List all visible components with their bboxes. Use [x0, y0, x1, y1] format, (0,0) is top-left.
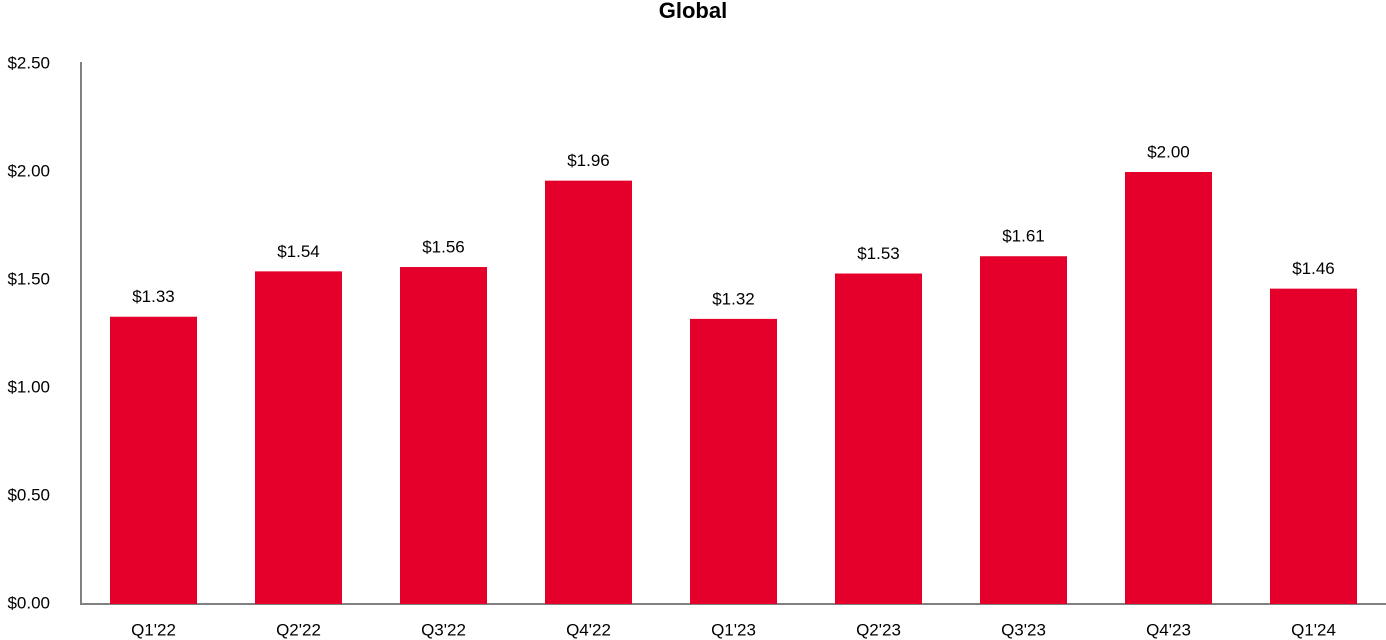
y-tick-label: $2.00: [7, 161, 50, 180]
x-tick-label: Q2'22: [276, 620, 321, 639]
x-tick-label: Q3'23: [1001, 620, 1046, 639]
bar: [1270, 288, 1357, 604]
x-tick-label: Q3'22: [421, 620, 466, 639]
bar: [110, 316, 197, 604]
y-tick-label: $1.50: [7, 269, 50, 288]
value-label: $1.96: [567, 151, 610, 170]
chart-title: Global: [659, 0, 727, 23]
bar: [980, 256, 1067, 604]
value-label: $1.53: [857, 244, 900, 263]
bar: [255, 271, 342, 604]
bar: [690, 318, 777, 604]
x-tick-label: Q1'23: [711, 620, 756, 639]
x-tick-label: Q1'24: [1291, 620, 1336, 639]
value-label: $1.61: [1002, 227, 1045, 246]
y-tick-label: $0.50: [7, 485, 50, 504]
value-label: $1.33: [132, 287, 175, 306]
value-label: $1.32: [712, 289, 755, 308]
x-tick-label: Q4'22: [566, 620, 611, 639]
x-tick-label: Q4'23: [1146, 620, 1191, 639]
value-label: $1.56: [422, 238, 465, 257]
y-tick-label: $2.50: [7, 53, 50, 72]
value-label: $1.54: [277, 242, 320, 261]
x-tick-label: Q2'23: [856, 620, 901, 639]
y-tick-label: $1.00: [7, 377, 50, 396]
value-label: $1.46: [1292, 259, 1335, 278]
value-label: $2.00: [1147, 142, 1190, 161]
x-tick-label: Q1'22: [131, 620, 176, 639]
y-tick-label: $0.00: [7, 593, 50, 612]
bar: [545, 180, 632, 604]
bar: [400, 267, 487, 604]
bar: [1125, 172, 1212, 604]
bar: [835, 273, 922, 604]
